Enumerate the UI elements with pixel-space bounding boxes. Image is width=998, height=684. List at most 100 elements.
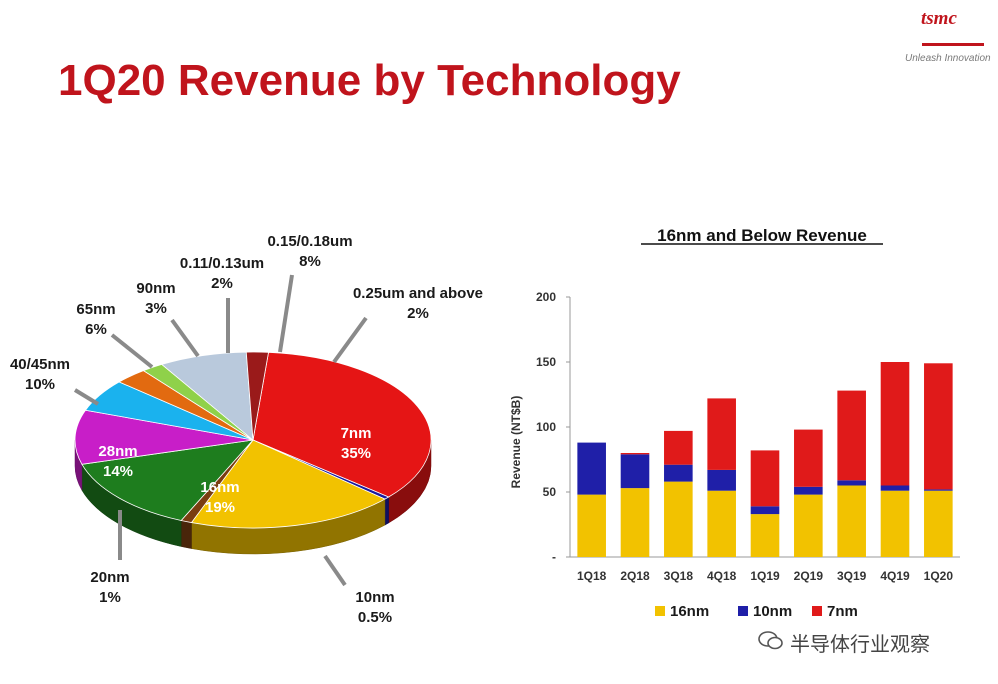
bar-10nm-4q19 [880, 485, 910, 491]
bar-16nm-1q18 [577, 494, 606, 557]
bar-16nm-4q19 [880, 490, 910, 557]
pie-slice-7nm [252, 351, 432, 498]
x-tick-label: 2Q18 [620, 569, 650, 583]
pie-label-percent: 0.5% [358, 609, 392, 626]
pie-label-name: 90nm [136, 280, 175, 297]
pie-label-percent: 14% [103, 463, 133, 480]
pie-label-name: 0.25um and above [353, 285, 483, 302]
x-tick-label: 2Q19 [794, 569, 824, 583]
pie-label-name: 10nm [355, 589, 394, 606]
pie-slice-28nm [81, 439, 255, 521]
pie-label-percent: 1% [99, 589, 121, 606]
bar-7nm-3q18 [664, 430, 693, 465]
pie-label-percent: 6% [85, 321, 107, 338]
bar-10nm-3q18 [664, 464, 693, 482]
pie-label-name: 0.15/0.18um [267, 233, 352, 250]
pie-label-name: 0.11/0.13um [180, 255, 264, 272]
pie-label-percent: 8% [299, 253, 321, 270]
pie-leader-10nm [323, 554, 347, 587]
legend-label: 16nm [670, 603, 709, 620]
bar-10nm-2q18 [620, 454, 650, 489]
x-tick-label: 3Q18 [664, 569, 694, 583]
bar-16nm-2q18 [620, 488, 650, 557]
pie-label-name: 40/45nm [10, 356, 70, 373]
x-tick-label: 1Q18 [577, 569, 607, 583]
x-tick-label: 3Q19 [837, 569, 867, 583]
pie-leader-0-25um-and-above [332, 316, 368, 364]
pie-label-name: 20nm [90, 569, 129, 586]
y-tick-label: - [552, 550, 556, 564]
bar-chart-title: 16nm and Below Revenue [657, 226, 867, 245]
legend-swatch [655, 606, 665, 616]
bar-10nm-2q19 [794, 486, 823, 495]
legend-label: 7nm [827, 603, 858, 620]
legend-item-10nm: 10nm [738, 603, 792, 620]
y-tick-label: 50 [543, 485, 557, 499]
pie-label-percent: 3% [145, 300, 167, 317]
pie-slice-40-45nm [74, 409, 254, 465]
pie-label-16nm: 16nm 19% [200, 479, 239, 516]
bar-10nm-4q18 [707, 469, 736, 491]
bar-16nm-3q18 [664, 481, 693, 557]
pie-label-percent: 2% [211, 275, 233, 292]
y-axis-label: Revenue (NT$B) [509, 396, 523, 489]
bar-chart: 16nm and Below Revenue - 50 100 150 200 Revenu… [509, 226, 960, 620]
tsmc-logo: tsmc [921, 8, 957, 29]
bar-10nm-1q19 [750, 506, 780, 515]
bar-7nm-2q19 [794, 429, 823, 487]
bar-16nm-1q20 [924, 490, 953, 557]
pie-label-28nm: 28nm 14% [98, 443, 137, 480]
y-tick-label: 100 [536, 420, 556, 434]
pie-label-percent: 35% [341, 445, 371, 462]
bar-16nm-1q19 [750, 514, 780, 557]
pie-chart: 7nm35%10nm0.5%16nm19%20nm1%28nm14%40/45n… [10, 233, 483, 626]
bar-10nm-1q20 [924, 489, 953, 491]
logo-underline [922, 43, 984, 46]
pie-label-name: 28nm [98, 443, 137, 460]
bar-16nm-2q19 [794, 494, 823, 557]
pie-label-0-15-0-18um: 0.15/0.18um 8% [267, 233, 353, 353]
legend-item-7nm: 7nm [812, 603, 858, 620]
pie-label-90nm: 90nm 3% [136, 280, 200, 358]
y-tick-label: 150 [536, 355, 556, 369]
pie-leader-40-45nm [73, 388, 100, 406]
page-title: 1Q20 Revenue by Technology [58, 56, 681, 105]
pie-label-percent: 10% [25, 376, 55, 393]
bar-10nm-1q18 [577, 442, 606, 495]
bar-7nm-4q18 [707, 398, 736, 470]
bar-16nm-4q18 [707, 490, 736, 557]
bar-10nm-3q19 [837, 480, 866, 486]
pie-label-0-11-0-13um: 0.11/0.13um 2% [180, 255, 264, 353]
wechat-icon [758, 631, 783, 650]
legend-swatch [812, 606, 822, 616]
pie-label-percent: 2% [407, 305, 429, 322]
bar-7nm-4q19 [880, 362, 910, 486]
legend-swatch [738, 606, 748, 616]
bar-7nm-3q19 [837, 390, 866, 481]
pie-label-name: 16nm [200, 479, 239, 496]
bar-7nm-2q18 [620, 453, 650, 455]
legend-item-16nm: 16nm [655, 603, 709, 620]
pie-label-name: 7nm [341, 425, 372, 442]
pie-label-0-25um-and-above: 0.25um and above 2% [332, 285, 483, 364]
pie-leader-65nm [110, 333, 154, 369]
pie-label-percent: 19% [205, 499, 235, 516]
pie-label-40-45nm: 40/45nm 10% [10, 356, 100, 406]
x-tick-label: 4Q18 [707, 569, 737, 583]
pie-label-10nm: 10nm 0.5% [323, 554, 395, 626]
bar-7nm-1q20 [924, 363, 953, 490]
pie-label-name: 65nm [76, 301, 115, 318]
logo-tagline: Unleash Innovation [905, 53, 991, 64]
bar-7nm-1q19 [750, 450, 780, 507]
pie-label-20nm: 20nm 1% [90, 510, 130, 606]
pie-label-65nm: 65nm 6% [76, 301, 154, 369]
x-tick-label: 1Q19 [750, 569, 780, 583]
pie-leader-0-15-0-18um [278, 274, 294, 353]
pie-side-20nm [180, 520, 192, 549]
pie-side-10nm [384, 496, 389, 526]
legend-label: 10nm [753, 603, 792, 620]
pie-leader-90nm [170, 318, 200, 358]
y-tick-label: 200 [536, 290, 556, 304]
